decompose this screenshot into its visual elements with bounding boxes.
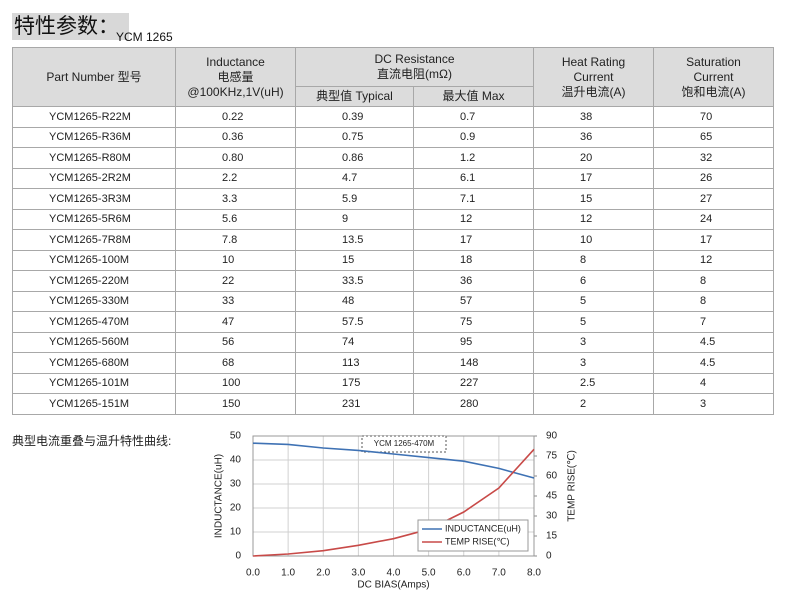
table-cell: YCM1265-470M [12,311,176,333]
header-line: Saturation [686,54,741,69]
x-tick-label: 3.0 [351,568,365,579]
header-cell: Saturation Current 饱和电流(A) [653,47,774,107]
table-row: YCM1265-R22M 0.22 0.39 0.7 38 70 [12,106,774,128]
x-tick-label: 0.0 [246,568,260,579]
table-row: YCM1265-100M 10 15 18 8 12 [12,249,774,271]
table-cell: 175 [295,372,414,394]
y2-tick-label: 30 [546,511,558,522]
table-row: YCM1265-101M 100 175 227 2.5 4 [12,372,774,394]
legend-box [417,519,529,552]
x-tick-label: 6.0 [457,568,471,579]
legend-label: INDUCTANCE(uH) [445,523,521,533]
y2-tick-label: 60 [546,471,558,482]
model: YCM 1265 [116,30,173,44]
x-tick-label: 1.0 [281,568,295,579]
table-row: YCM1265-330M 33 48 57 5 8 [12,290,774,312]
header-line: Part Number 型号 [46,69,142,84]
spec-table: Part Number 型号 Inductance 电感量 @100KHz,1V(u… [12,47,774,415]
table-row: YCM1265-151M 150 231 280 2 3 [12,393,774,415]
table-cell: YCM1265-5R6M [12,208,176,230]
header-cell: DC Resistance 直流电阻(mΩ) [295,47,534,87]
x-tick-label: 4.0 [387,568,401,579]
annotation-box [361,435,447,453]
y-tick-label: 20 [230,503,242,514]
table-cell: 27 [653,188,774,210]
y-axis-label: INDUCTANCE(uH) [214,454,225,538]
table-cell: YCM1265-2R2M [12,167,176,189]
table-cell: 150 [175,393,296,415]
table-cell: YCM1265-R22M [12,106,176,128]
legend-label: TEMP RISE(℃) [445,536,509,546]
header-cell: Inductance 电感量 @100KHz,1V(uH) [175,47,296,107]
table-cell: 100 [175,372,296,394]
header-line: Current [693,69,734,84]
table-row: YCM1265-5R6M 5.6 9 12 12 24 [12,208,774,230]
header-line: 电感量 [217,69,254,84]
table-cell: YCM1265-330M [12,290,176,312]
table-cell: 231 [295,393,414,415]
y2-tick-label: 90 [546,431,558,442]
header-line: 温升电流(A) [561,84,626,99]
header-line: Inductance [206,54,265,69]
y-tick-label: 10 [230,527,242,538]
header-line: 直流电阻(mΩ) [377,67,452,81]
header-cell: Heat Rating Current 温升电流(A) [533,47,654,107]
series-line [252,442,535,479]
y-tick-label: 30 [230,479,242,490]
caption: 典型电流重叠与温升特性曲线: [12,433,171,448]
header-line: DC Resistance [374,52,455,66]
table-cell: 3.3 [175,188,296,210]
header-cell: Part Number 型号 [12,47,176,107]
table-cell: 75 [413,311,534,333]
y2-tick-label: 75 [546,451,558,462]
table-cell: 4.5 [653,331,774,353]
table-row: YCM1265-2R2M 2.2 4.7 6.1 17 26 [12,167,774,189]
table-cell: 3 [653,393,774,415]
table-row: YCM1265-560M 56 74 95 3 4.5 [12,331,774,353]
header-line: Heat Rating [561,54,626,69]
y-tick-label: 0 [235,551,241,562]
table-row: YCM1265-470M 47 57.5 75 5 7 [12,311,774,333]
table-cell: 57.5 [295,311,414,333]
table-cell: YCM1265-151M [12,393,176,415]
header-line: @100KHz,1V(uH) [187,84,284,99]
subheader-cell: 最大值 Max [413,86,534,107]
header-line: Current [573,69,614,84]
x-tick-label: 5.0 [422,568,436,579]
x-axis-label: DC BIAS(Amps) [357,580,429,591]
y2-tick-label: 15 [546,531,558,542]
y2-axis-label: TEMP RISE(℃) [567,450,578,522]
y2-tick-label: 0 [546,551,552,562]
y-tick-label: 40 [230,455,242,466]
table-cell: 70 [653,106,774,128]
table-cell: 0.36 [175,126,296,148]
table-cell: 280 [413,393,534,415]
title: 特性参数： [12,13,129,40]
series-line [252,448,535,557]
table-row: YCM1265-220M 22 33.5 36 6 8 [12,270,774,292]
table-body: YCM1265-R22M 0.22 0.39 0.7 38 70 YCM1265-R36M 0… [12,106,774,415]
header-line: 饱和电流(A) [681,84,746,99]
table-cell: 148 [413,352,534,374]
y-tick-label: 50 [230,431,242,442]
x-tick-label: 8.0 [527,568,541,579]
y2-tick-label: 45 [546,491,558,502]
subheader-cell: 典型值 Typical [295,86,414,107]
annotation: YCM 1265-470M [374,439,435,448]
x-tick-label: 2.0 [316,568,330,579]
table-cell: YCM1265-3R3M [12,188,176,210]
x-tick-label: 7.0 [492,568,506,579]
table-row: YCM1265-3R3M 3.3 5.9 7.1 15 27 [12,188,774,210]
